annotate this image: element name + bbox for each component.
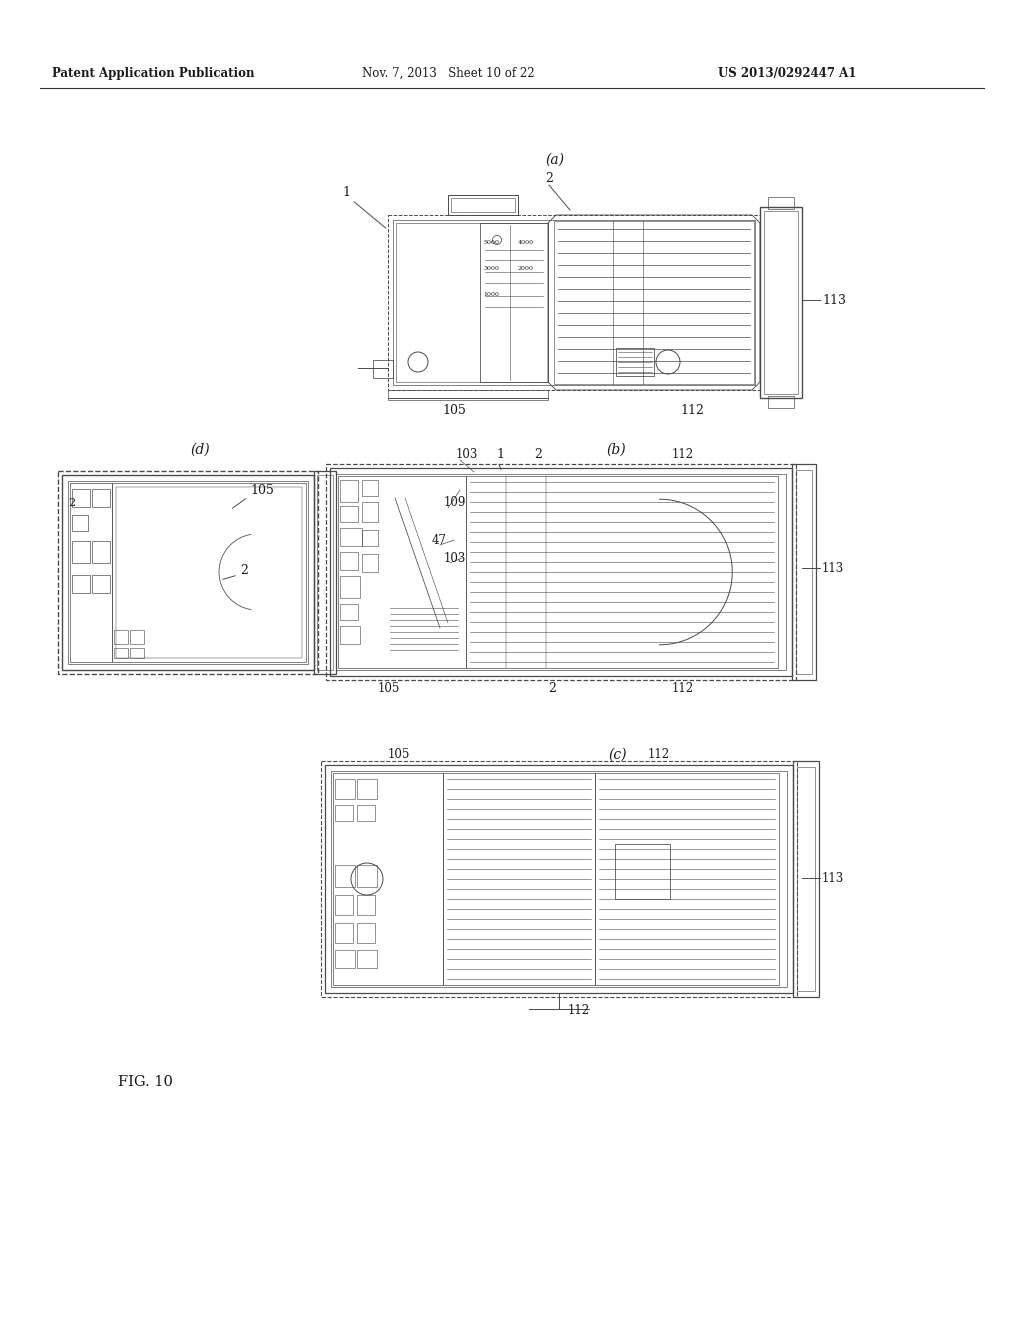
Text: FIG. 10: FIG. 10 [118, 1074, 173, 1089]
Text: 103: 103 [444, 552, 466, 565]
Text: 112: 112 [568, 1003, 590, 1016]
Text: 109: 109 [444, 495, 466, 508]
Text: 1: 1 [342, 186, 350, 199]
Text: US 2013/0292447 A1: US 2013/0292447 A1 [718, 66, 856, 79]
Text: Nov. 7, 2013   Sheet 10 of 22: Nov. 7, 2013 Sheet 10 of 22 [362, 66, 535, 79]
Text: 3000: 3000 [483, 265, 499, 271]
Text: 112: 112 [680, 404, 703, 417]
Text: 2: 2 [240, 564, 248, 577]
Text: 105: 105 [442, 404, 466, 417]
Text: 2: 2 [545, 172, 553, 185]
Text: 105: 105 [378, 681, 400, 694]
Text: 2: 2 [68, 498, 75, 508]
Text: Patent Application Publication: Patent Application Publication [52, 66, 255, 79]
Text: 2: 2 [548, 681, 556, 694]
Text: 105: 105 [388, 748, 411, 762]
Text: 1: 1 [496, 447, 504, 461]
Text: (c): (c) [608, 748, 627, 762]
Text: (d): (d) [190, 444, 210, 457]
Text: 2: 2 [534, 447, 542, 461]
Text: 112: 112 [672, 447, 694, 461]
Text: 47: 47 [432, 533, 447, 546]
Text: 112: 112 [672, 681, 694, 694]
Text: 112: 112 [648, 748, 670, 762]
Text: 105: 105 [250, 483, 273, 496]
Text: 113: 113 [822, 871, 844, 884]
Text: (b): (b) [606, 444, 626, 457]
Text: 5000: 5000 [483, 240, 499, 246]
Text: 113: 113 [822, 561, 844, 574]
Text: 2000: 2000 [518, 265, 534, 271]
Text: 113: 113 [822, 293, 846, 306]
Text: 1000: 1000 [483, 293, 499, 297]
Text: 4000: 4000 [518, 240, 535, 246]
Text: 103: 103 [456, 447, 478, 461]
Text: (a): (a) [545, 153, 564, 168]
